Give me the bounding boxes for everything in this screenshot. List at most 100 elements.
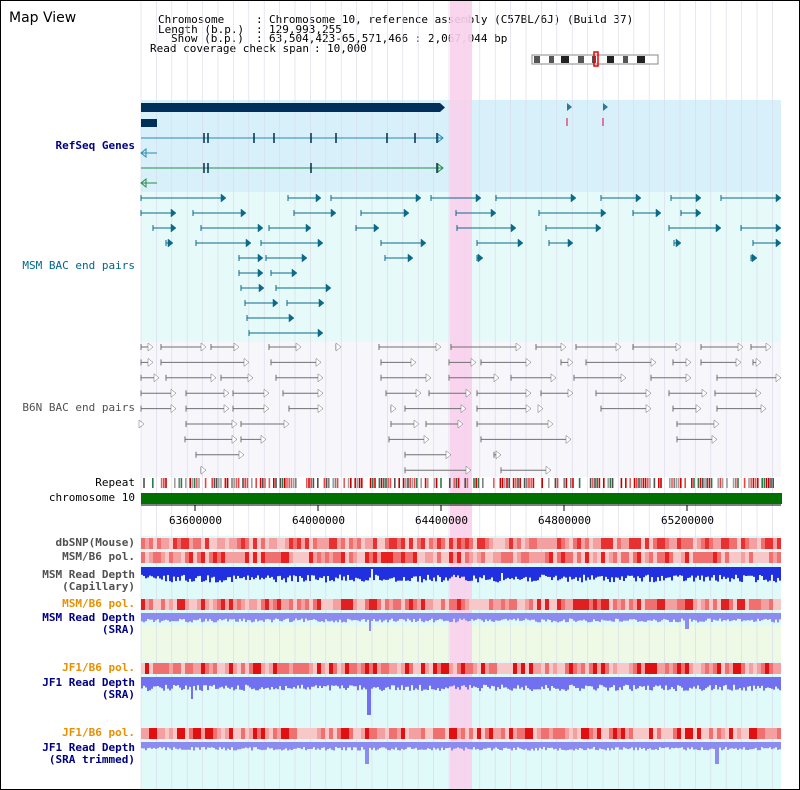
depth-bar [645,742,647,751]
depth-bar [757,677,759,687]
depth-bar [441,613,443,620]
show-label: Show (b.p.) [171,32,244,45]
heat-cell [617,538,621,549]
depth-bar [213,567,215,577]
depth-bar [677,742,679,749]
depth-bar [227,677,229,688]
depth-bar [771,567,773,575]
heat-cell [257,552,261,563]
pair-arrow [550,373,557,383]
depth-bar [341,742,343,751]
heat-cell [525,599,529,610]
depth-bar [193,677,195,687]
refseq-genes [140,103,608,189]
depth-bar [725,613,727,621]
heat-cell [185,663,189,674]
heat-cell [605,538,609,549]
heat-cell [633,728,637,739]
repeat-feature [473,478,475,488]
label-repeat[interactable]: Repeat [95,476,135,489]
depth-bar [585,567,587,581]
heat-cell [249,552,253,563]
heat-cell [589,728,593,739]
heat-cell [261,728,265,739]
label-msm-b6-pol-1[interactable]: MSM/B6 pol. [62,550,135,563]
label-msm-b6-pol-2[interactable]: MSM/B6 pol. [62,597,135,610]
depth-bar [769,742,771,748]
depth-bar [587,677,589,687]
heat-cell [153,552,157,563]
depth-bar [389,742,391,751]
heat-cell [681,599,685,610]
depth-bar [745,567,747,577]
repeat-feature [165,478,167,488]
heat-cell [773,599,777,610]
depth-bar [617,567,619,578]
depth-bar [361,567,363,582]
depth-bar [177,567,179,577]
heat-cell [529,728,533,739]
depth-bar [205,742,207,750]
depth-bar [293,613,295,621]
pair-arrow [737,342,744,352]
label-b6n-bac[interactable]: B6N BAC end pairs [22,401,135,414]
depth-bar [373,677,375,688]
heat-cell [305,538,309,549]
heat-cell [389,538,393,549]
depth-bar [773,613,775,623]
heat-cell [749,728,753,739]
depth-bar [445,742,447,749]
depth-bar [455,742,457,749]
heat-cell [645,552,649,563]
repeat-feature [482,478,484,488]
label-jf1-read-depth-sra[interactable]: JF1 Read Depth [42,676,135,689]
depth-bar [161,677,163,689]
depth-bar [289,613,291,623]
heat-cell [697,728,701,739]
pair-arrow [675,238,682,248]
depth-bar [545,613,547,622]
depth-bar [605,742,607,751]
repeat-feature [334,478,337,488]
heat-cell [729,538,733,549]
label-refseq-genes[interactable]: RefSeq Genes [55,139,135,152]
label-jf1-read-depth-trim[interactable]: JF1 Read Depth [42,741,135,754]
heat-cell [697,538,701,549]
depth-bar [631,613,633,620]
label-msm-read-depth-cap[interactable]: MSM Read Depth [42,568,135,581]
depth-bar [171,567,173,583]
heat-cell [509,599,513,610]
depth-bar [307,613,309,621]
depth-bar [199,567,201,576]
depth-bar [281,677,283,690]
depth-bar [699,677,701,690]
heat-cell [469,728,473,739]
repeat-feature [215,478,218,488]
heat-cell [593,663,597,674]
heat-cell [609,663,613,674]
label-jf1-b6-pol-2[interactable]: JF1/B6 pol. [62,726,135,739]
heat-cell [657,728,661,739]
depth-bar [473,742,475,748]
label-jf1-b6-pol-1[interactable]: JF1/B6 pol. [62,661,135,674]
depth-bar [301,742,303,750]
label-msm-read-depth-sra[interactable]: MSM Read Depth [42,611,135,624]
repeat-feature [246,478,249,488]
repeat-feature [264,478,266,488]
pair-arrow [315,193,322,203]
depth-bar [199,742,201,750]
repeat-feature [719,478,722,488]
label-dbsnp[interactable]: dbSNP(Mouse) [55,536,135,549]
depth-bar [373,742,375,748]
heat-cell [417,599,421,610]
depth-bar [459,613,461,619]
heat-cell [753,538,757,549]
depth-bar [357,567,359,579]
depth-bar [581,613,583,621]
label-msm-bac[interactable]: MSM BAC end pairs [22,259,135,272]
heat-cell [641,728,645,739]
repeat-feature [411,478,414,488]
depth-bar [693,742,695,750]
pair-arrow [525,357,532,367]
